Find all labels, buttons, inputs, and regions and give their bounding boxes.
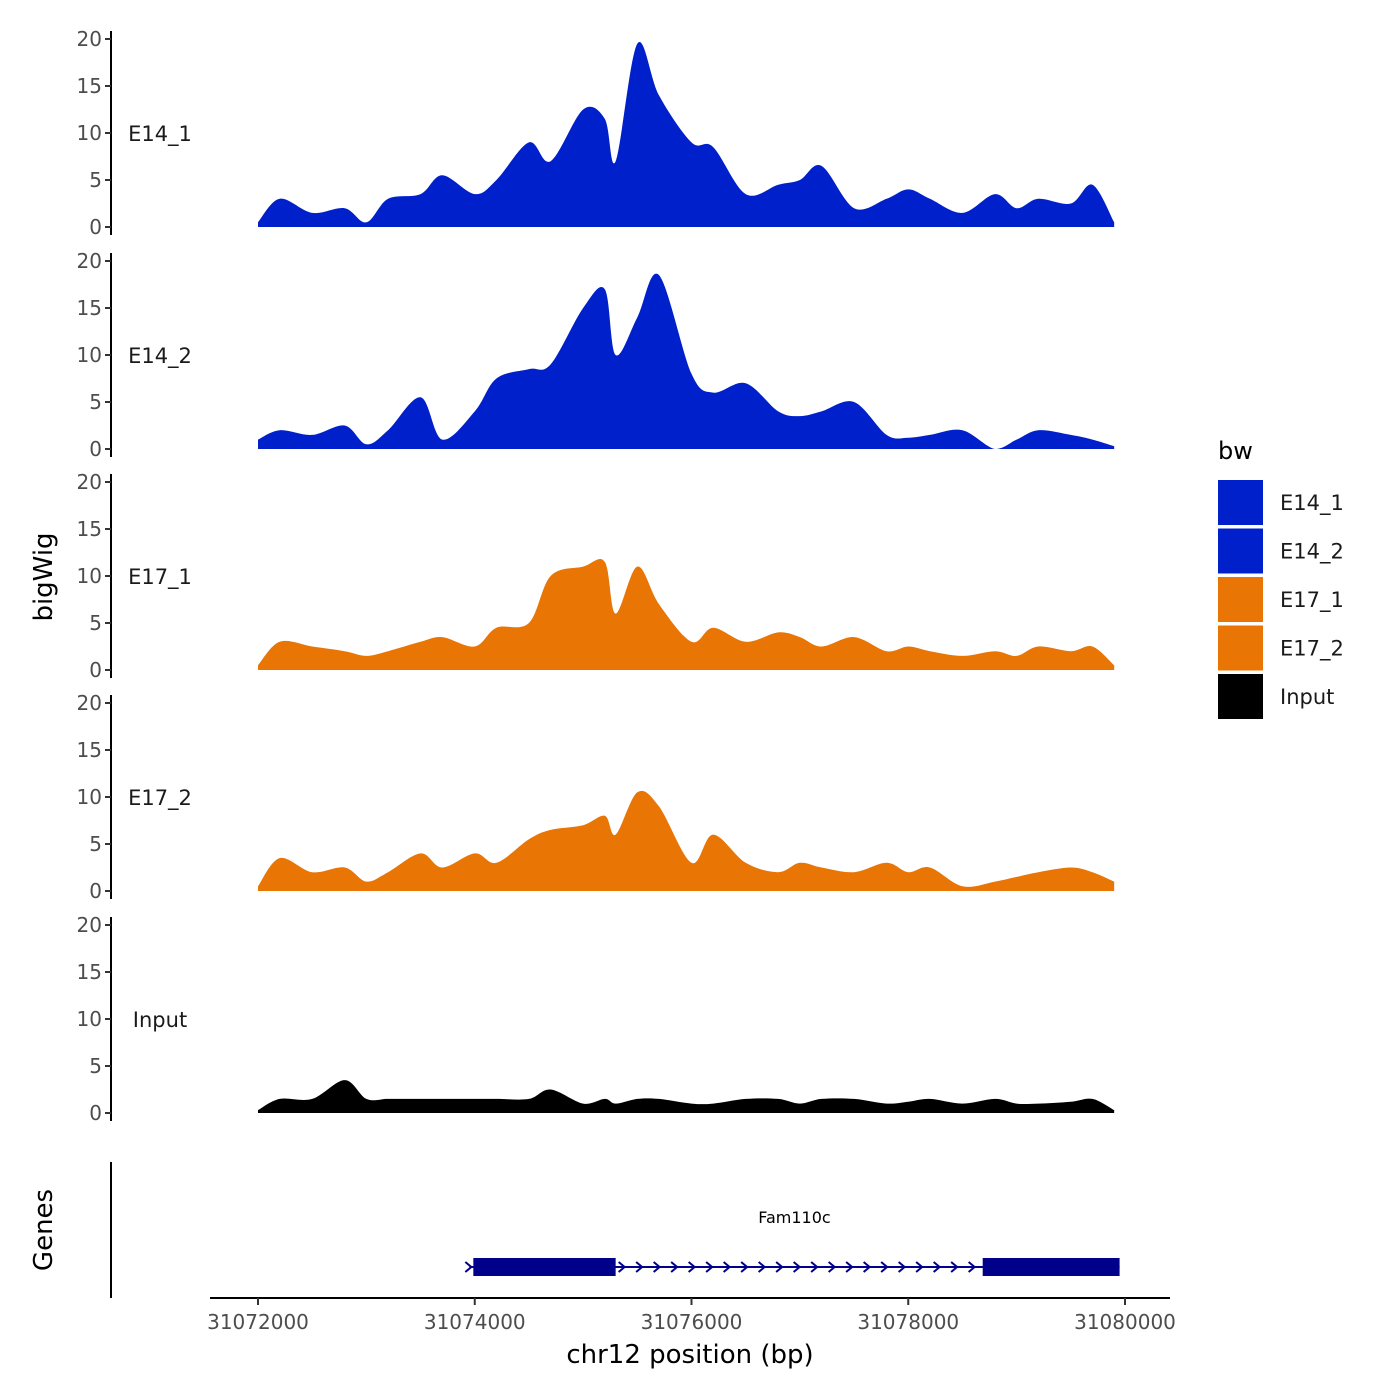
y-tick-label: 15 <box>77 960 102 984</box>
legend-swatch <box>1218 577 1263 622</box>
strand-arrow <box>915 1261 924 1273</box>
legend-swatch <box>1218 674 1263 719</box>
legend-items: E14_1 E14_2 E17_1 E17_2 Input <box>1218 480 1344 719</box>
strand-arrow <box>862 1261 872 1273</box>
strand-arrow <box>932 1261 942 1273</box>
y-tick-label: 20 <box>77 913 102 937</box>
y-tick-label: 5 <box>89 611 102 635</box>
legend-item-E14_1: E14_1 <box>1218 480 1344 525</box>
y-tick-label: 0 <box>89 658 102 682</box>
coverage-area-E14_2 <box>258 273 1115 449</box>
y-tick-label: 10 <box>77 343 102 367</box>
legend-item-E17_1: E17_1 <box>1218 577 1344 622</box>
panel-E14_2: 0 5 10 15 20 E14_2 <box>77 249 1115 461</box>
strand-arrow <box>792 1261 802 1273</box>
y-tick-label: 5 <box>89 1054 102 1078</box>
gene-exon <box>473 1258 616 1276</box>
panel-label: E17_2 <box>128 786 192 811</box>
panel-label: E14_2 <box>128 344 192 369</box>
y-tick-label: 5 <box>89 168 102 192</box>
y-tick-label: 0 <box>89 1101 102 1125</box>
gene-exon <box>982 1258 1120 1276</box>
y-tick-label: 5 <box>89 832 102 856</box>
x-tick-label: 31078000 <box>857 1310 959 1334</box>
x-tick-label: 31072000 <box>207 1310 309 1334</box>
x-ticks: 31072000 31074000 31076000 31078000 31080000 <box>207 1298 1176 1334</box>
genes-panel: Genes Fam110c <box>29 1162 1120 1298</box>
panel-E17_2: 0 5 10 15 20 E17_2 <box>77 691 1115 903</box>
y-tick-label: 0 <box>89 215 102 239</box>
x-axis-title: chr12 position (bp) <box>566 1340 813 1370</box>
coverage-panels: 05101520E14_105101520E14_205101520E17_10… <box>77 27 1115 1125</box>
legend-label: E17_2 <box>1280 637 1344 662</box>
y-axis-title: bigWig <box>29 532 59 621</box>
strand-arrow <box>464 1261 473 1273</box>
strand-arrow <box>950 1261 959 1273</box>
strand-arrow <box>740 1261 749 1273</box>
y-tick-label: 15 <box>77 296 102 320</box>
y-tick-label: 15 <box>77 738 102 762</box>
panel-label: Input <box>133 1008 187 1032</box>
legend-label: Input <box>1280 685 1334 709</box>
coverage-area-Input <box>258 1080 1115 1113</box>
strand-arrow <box>635 1261 644 1273</box>
y-tick-label: 10 <box>77 785 102 809</box>
legend-title: bw <box>1218 437 1253 465</box>
legend-item-E17_2: E17_2 <box>1218 625 1344 671</box>
strand-arrow <box>617 1261 627 1273</box>
legend-label: E14_1 <box>1280 491 1344 516</box>
coverage-area-E17_2 <box>258 790 1115 891</box>
strand-arrow <box>880 1261 889 1273</box>
x-tick-label: 31080000 <box>1074 1310 1176 1334</box>
legend-label: E14_2 <box>1280 540 1344 565</box>
strand-arrow <box>670 1261 679 1273</box>
coverage-area-E14_1 <box>258 42 1115 228</box>
strand-arrow <box>757 1261 767 1273</box>
strand-arrow <box>722 1261 732 1273</box>
gene-track <box>464 1258 1120 1276</box>
panel-label: E14_1 <box>128 122 192 147</box>
legend-item-Input: Input <box>1218 674 1334 719</box>
gene-label: Fam110c <box>758 1208 830 1227</box>
strand-arrow <box>775 1261 784 1273</box>
genes-axis-title: Genes <box>29 1189 59 1271</box>
y-tick-label: 20 <box>77 691 102 715</box>
y-tick-label: 15 <box>77 517 102 541</box>
y-tick-label: 0 <box>89 437 102 461</box>
coverage-area-E17_1 <box>258 558 1115 670</box>
y-tick-label: 15 <box>77 74 102 98</box>
legend-label: E17_1 <box>1280 588 1344 613</box>
y-tick-label: 10 <box>77 1007 102 1031</box>
y-tick-label: 20 <box>77 249 102 273</box>
y-tick-label: 0 <box>89 879 102 903</box>
legend: bw E14_1 E14_2 E17_1 E17_2 Input <box>1218 437 1344 719</box>
y-tick-label: 10 <box>77 121 102 145</box>
strand-arrow <box>687 1261 697 1273</box>
y-tick-label: 20 <box>77 27 102 51</box>
x-axis: 31072000 31074000 31076000 31078000 31080000… <box>207 1297 1176 1370</box>
panel-label: E17_1 <box>128 565 192 590</box>
strand-arrow <box>652 1261 662 1273</box>
x-tick-label: 31074000 <box>424 1310 526 1334</box>
strand-arrow <box>705 1261 714 1273</box>
panel-Input: 0 5 10 15 20 Input <box>77 913 1115 1125</box>
y-tick-label: 10 <box>77 564 102 588</box>
legend-item-E14_2: E14_2 <box>1218 528 1344 574</box>
strand-arrow <box>967 1261 977 1273</box>
strand-arrow <box>827 1261 837 1273</box>
strand-arrow <box>897 1261 907 1273</box>
strand-arrow <box>810 1261 819 1273</box>
panel-E17_1: 0 5 10 15 20 E17_1 <box>77 470 1115 682</box>
y-tick-label: 5 <box>89 390 102 414</box>
y-tick-label: 20 <box>77 470 102 494</box>
legend-swatch <box>1218 480 1263 525</box>
x-tick-label: 31076000 <box>641 1310 743 1334</box>
legend-swatch <box>1218 528 1263 574</box>
panel-E14_1: 0 5 10 15 20 E14_1 <box>77 27 1115 239</box>
legend-swatch <box>1218 625 1263 671</box>
strand-arrow <box>845 1261 854 1273</box>
